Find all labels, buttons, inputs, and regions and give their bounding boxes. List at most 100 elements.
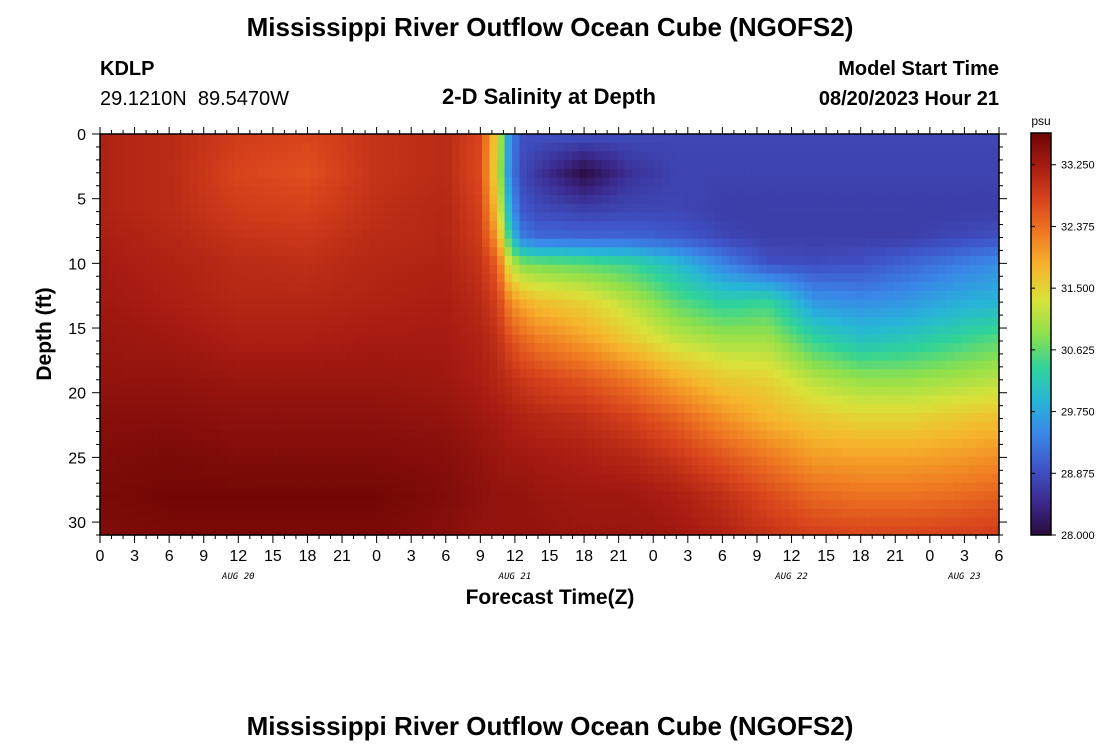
heatmap-cell (976, 465, 985, 475)
heatmap-cell (601, 238, 611, 248)
heatmap-cell (287, 264, 296, 275)
heatmap-cell (332, 421, 341, 431)
heatmap-cell (684, 378, 693, 388)
heatmap-cell (549, 386, 558, 397)
heatmap-cell (639, 160, 648, 170)
heatmap-cell (482, 412, 491, 423)
heatmap-cell (669, 264, 678, 275)
heatmap-cell (766, 168, 775, 179)
heatmap-cell (384, 203, 393, 214)
heatmap-cell (961, 439, 970, 449)
heatmap-cell (249, 351, 258, 362)
heatmap-cell (264, 351, 273, 362)
heatmap-cell (362, 412, 371, 423)
heatmap-cell (489, 482, 498, 493)
heatmap-cell (459, 195, 468, 205)
heatmap-cell (661, 404, 670, 414)
heatmap-cell (249, 273, 258, 283)
heatmap-cell (819, 395, 828, 405)
heatmap-cell (339, 203, 348, 214)
heatmap-cell (437, 447, 446, 458)
plot-subtitle: 2-D Salinity at Depth (442, 84, 656, 109)
heatmap-cell (571, 386, 581, 397)
heatmap-cell (736, 256, 745, 266)
heatmap-cell (954, 186, 963, 196)
heatmap-cell (909, 168, 918, 179)
heatmap-cell (392, 203, 401, 214)
heatmap-cell (909, 369, 918, 379)
heatmap-cell (159, 177, 169, 187)
heatmap-cell (459, 273, 468, 283)
heatmap-cell (332, 282, 341, 292)
heatmap-cell (197, 386, 206, 397)
heatmap-cell (242, 465, 251, 475)
heatmap-cell (309, 238, 318, 248)
heatmap-cell (819, 412, 828, 423)
heatmap-cell (714, 256, 723, 266)
heatmap-cell (422, 456, 431, 466)
heatmap-cell (534, 264, 543, 275)
heatmap-cell (871, 151, 880, 161)
heatmap-cell (961, 404, 970, 414)
heatmap-cell (100, 151, 109, 161)
heatmap-cell (849, 482, 858, 493)
heatmap-cell (287, 343, 296, 353)
heatmap-cell (976, 325, 985, 336)
heatmap-cell (894, 378, 903, 388)
heatmap-cell (684, 317, 693, 327)
heatmap-cell (107, 473, 116, 484)
heatmap-cell (669, 238, 678, 248)
heatmap-cell (729, 160, 738, 170)
heatmap-cell (729, 343, 738, 353)
heatmap-cell (422, 186, 431, 196)
heatmap-cell (976, 221, 985, 231)
heatmap-cell (879, 317, 888, 327)
heatmap-cell (699, 229, 708, 240)
heatmap-cell (167, 360, 176, 370)
heatmap-cell (249, 369, 258, 379)
heatmap-cell (422, 386, 431, 397)
heatmap-cell (691, 325, 700, 336)
heatmap-cell (849, 395, 858, 405)
heatmap-cell (721, 151, 730, 161)
heatmap-cell (684, 151, 693, 161)
heatmap-cell (991, 195, 1000, 205)
heatmap-cell (639, 386, 648, 397)
heatmap-cell (939, 456, 948, 466)
heatmap-cell (616, 238, 626, 248)
heatmap-cell (946, 439, 955, 449)
heatmap-cell (804, 378, 813, 388)
heatmap-cell (751, 473, 760, 484)
heatmap-cell (901, 134, 910, 144)
heatmap-cell (309, 482, 318, 493)
heatmap-cell (789, 325, 798, 336)
heatmap-cell (856, 447, 865, 458)
heatmap-cell (684, 299, 693, 309)
heatmap-cell (294, 256, 303, 266)
heatmap-cell (766, 264, 775, 275)
heatmap-cell (961, 264, 970, 275)
heatmap-cell (856, 212, 865, 222)
heatmap-cell (219, 395, 228, 405)
heatmap-cell (706, 351, 715, 362)
heatmap-cell (489, 142, 498, 153)
heatmap-cell (100, 351, 109, 362)
heatmap-cell (414, 317, 423, 327)
heatmap-cell (819, 299, 828, 309)
heatmap-cell (864, 264, 873, 275)
heatmap-cell (684, 430, 693, 440)
heatmap-cell (939, 195, 948, 205)
heatmap-cell (107, 290, 116, 301)
heatmap-cell (242, 186, 251, 196)
heatmap-cell (571, 378, 581, 388)
heatmap-cell (354, 456, 363, 466)
heatmap-cell (527, 378, 536, 388)
heatmap-cell (736, 195, 745, 205)
heatmap-cell (961, 282, 970, 292)
heatmap-cell (257, 142, 266, 153)
heatmap-cell (302, 412, 311, 423)
heatmap-cell (661, 177, 670, 187)
heatmap-cell (332, 264, 341, 275)
heatmap-cell (339, 395, 348, 405)
heatmap-cell (894, 447, 903, 458)
